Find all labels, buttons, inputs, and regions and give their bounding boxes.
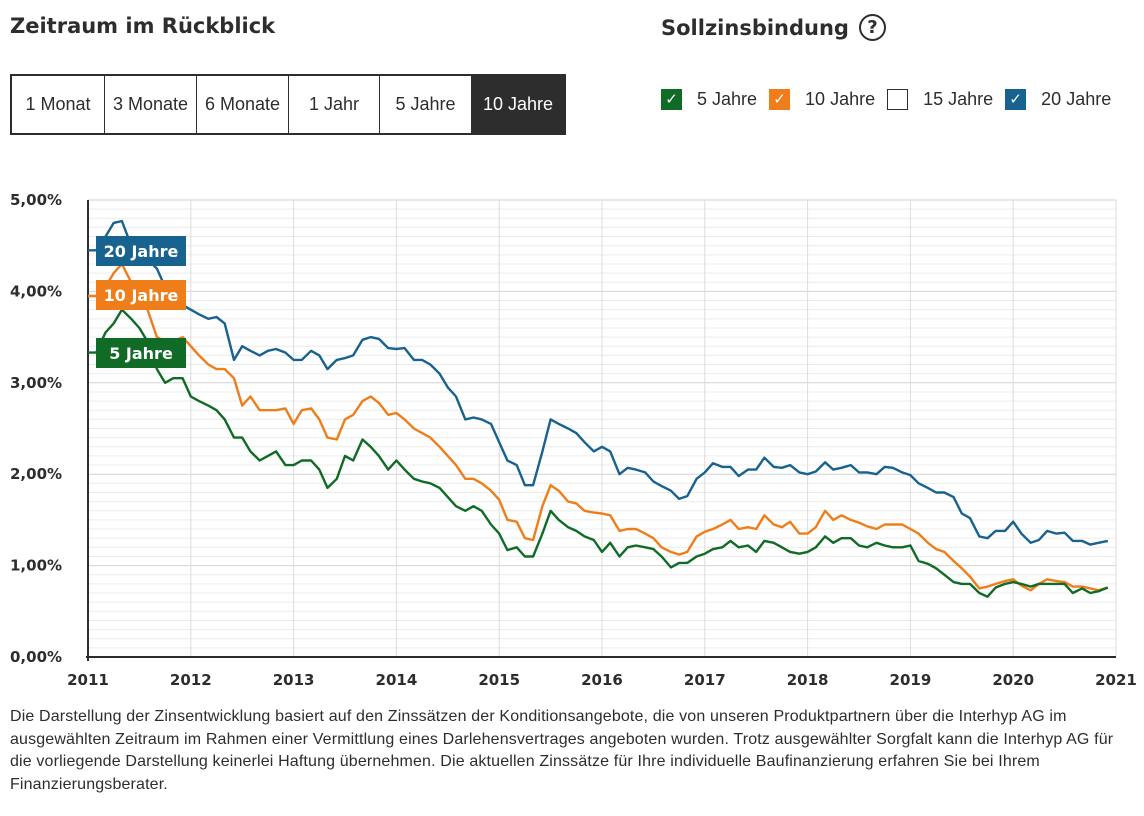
- legend-label: 5 Jahre: [697, 88, 758, 109]
- range-selector: 1 Monat 3 Monate 6 Monate 1 Jahr 5 Jahre…: [10, 74, 566, 135]
- legend-item-15-jahre[interactable]: 15 Jahre: [887, 88, 994, 110]
- help-icon[interactable]: ?: [858, 14, 886, 41]
- x-tick-label: 2020: [992, 671, 1034, 689]
- x-tick-label: 2013: [273, 671, 315, 689]
- series-label-box: [96, 280, 186, 310]
- legend-label: 20 Jahre: [1041, 88, 1112, 109]
- series-label-text: 10 Jahre: [104, 286, 179, 305]
- y-tick-label: 2,00%: [10, 465, 62, 483]
- x-tick-label: 2012: [170, 671, 212, 689]
- x-tick-label: 2021: [1095, 671, 1137, 689]
- series-line-20-jahre: [88, 219, 1109, 546]
- y-tick-label: 0,00%: [10, 648, 62, 666]
- check-icon[interactable]: ✓: [1005, 88, 1027, 110]
- binding-legend: ✓ 5 Jahre ✓ 10 Jahre 15 Jahre ✓ 20 Jahre: [661, 86, 1123, 112]
- series-label-box: [96, 236, 186, 266]
- x-tick-label: 2011: [67, 671, 109, 689]
- range-button-1-monat[interactable]: 1 Monat: [12, 76, 105, 133]
- legend-item-10-jahre[interactable]: ✓ 10 Jahre: [769, 88, 876, 110]
- y-tick-label: 1,00%: [10, 557, 62, 575]
- y-tick-label: 4,00%: [10, 282, 62, 300]
- x-tick-label: 2018: [787, 671, 829, 689]
- x-tick-label: 2019: [890, 671, 932, 689]
- legend-label: 10 Jahre: [805, 88, 876, 109]
- disclaimer-text: Die Darstellung der Zinsentwicklung basi…: [10, 708, 1114, 793]
- range-button-1-jahr[interactable]: 1 Jahr: [289, 76, 380, 133]
- x-tick-label: 2015: [478, 671, 520, 689]
- range-title: Zeitraum im Rückblick: [10, 14, 276, 38]
- series-label-box: [96, 338, 186, 368]
- series-line-10-jahre: [88, 262, 1109, 592]
- x-tick-label: 2014: [376, 671, 418, 689]
- x-tick-label: 2016: [581, 671, 623, 689]
- series-line-5-jahre: [88, 308, 1109, 598]
- range-button-5-jahre[interactable]: 5 Jahre: [380, 76, 472, 133]
- binding-title: Sollzinsbindung: [661, 15, 849, 40]
- series-label-text: 20 Jahre: [104, 242, 179, 261]
- legend-item-20-jahre[interactable]: ✓ 20 Jahre: [1005, 88, 1112, 110]
- check-icon[interactable]: ✓: [769, 88, 791, 110]
- check-icon[interactable]: ✓: [661, 88, 682, 110]
- y-tick-label: 5,00%: [10, 191, 62, 209]
- checkbox-empty-icon[interactable]: [887, 88, 909, 110]
- x-tick-label: 2017: [684, 671, 726, 689]
- legend-label: 15 Jahre: [923, 88, 994, 109]
- y-tick-label: 3,00%: [10, 374, 62, 392]
- series-label-text: 5 Jahre: [109, 344, 173, 363]
- legend-item-5-jahre[interactable]: ✓ 5 Jahre: [661, 88, 758, 110]
- interest-rate-chart: 0,00% 1,00% 2,00% 3,00% 4,00% 5,00% 2011 2012 20…: [10, 191, 1137, 689]
- range-button-3-monate[interactable]: 3 Monate: [105, 76, 197, 133]
- binding-header: Sollzinsbindung ?: [661, 14, 886, 41]
- range-button-6-monate[interactable]: 6 Monate: [197, 76, 289, 133]
- range-button-10-jahre[interactable]: 10 Jahre: [472, 76, 564, 133]
